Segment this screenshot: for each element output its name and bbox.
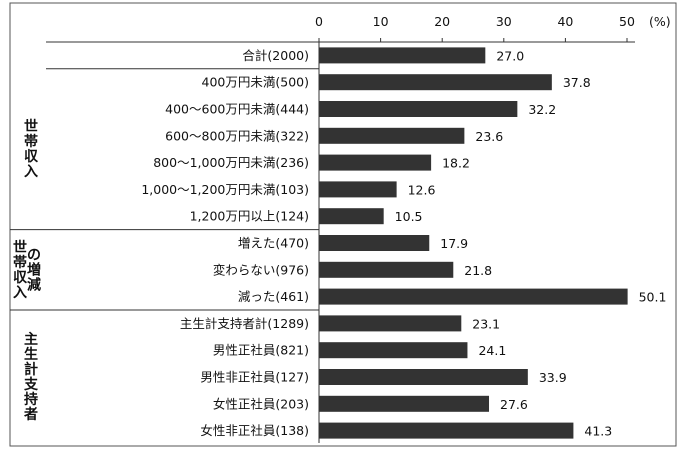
value-label: 37.8 — [563, 75, 591, 90]
category-label: 減った(461) — [238, 289, 309, 304]
value-label: 23.6 — [475, 129, 503, 144]
group-label-char: 帯 — [13, 254, 27, 271]
value-label: 32.2 — [528, 102, 556, 117]
group-label-char: 収 — [24, 148, 39, 165]
group-label-char: 生 — [24, 346, 38, 363]
group-label-char: 計 — [24, 361, 38, 378]
group-label-char: 世 — [24, 118, 38, 135]
value-label: 10.5 — [395, 209, 423, 224]
bar — [319, 288, 628, 305]
bar — [319, 422, 574, 439]
value-label: 12.6 — [408, 182, 436, 197]
bar — [319, 47, 486, 64]
bar — [319, 101, 518, 117]
category-label: 1,200万円以上(124) — [190, 209, 309, 224]
group-label-char: 主 — [24, 331, 38, 348]
category-label: 変わらない(976) — [213, 262, 309, 277]
group-label-char: 減 — [27, 276, 41, 293]
category-label: 女性正社員(203) — [213, 396, 309, 411]
group-label: の増減 — [27, 247, 41, 293]
bar — [319, 74, 552, 91]
category-label: 1,000～1,200万円未満(103) — [141, 182, 309, 197]
category-label: 主生計支持者計(1289) — [180, 316, 309, 331]
x-tick-label: 0 — [315, 14, 323, 29]
bar — [319, 181, 397, 198]
group-label-char: 者 — [24, 407, 38, 423]
category-label: 男性正社員(821) — [213, 343, 309, 358]
group-label-char: 入 — [24, 164, 38, 180]
group-label-char: 世 — [13, 239, 27, 256]
value-label: 50.1 — [639, 290, 667, 305]
bar — [319, 208, 384, 225]
value-label: 27.6 — [500, 397, 528, 412]
group-label-char: 収 — [13, 269, 28, 286]
x-tick-label: 20 — [434, 14, 450, 29]
bar — [319, 395, 490, 412]
bar — [319, 127, 465, 144]
bar — [319, 235, 430, 251]
bar — [319, 315, 462, 332]
category-label: 400万円未満(500) — [202, 75, 309, 90]
value-label: 18.2 — [442, 156, 470, 171]
unit-label: (%) — [649, 14, 671, 29]
value-label: 23.1 — [472, 316, 500, 331]
x-tick-label: 10 — [373, 14, 389, 29]
value-label: 24.1 — [478, 343, 506, 358]
group-label-char: 支 — [23, 376, 39, 393]
group-label-char: 入 — [13, 285, 27, 301]
value-label: 17.9 — [440, 236, 468, 251]
x-tick-label: 30 — [496, 14, 512, 29]
bar — [319, 342, 468, 359]
group-label: 世帯収入 — [24, 118, 39, 180]
x-tick-label: 50 — [619, 14, 635, 29]
category-label: 合計(2000) — [242, 48, 309, 63]
chart-frame — [9, 2, 677, 447]
group-label: 世帯収入 — [13, 239, 28, 301]
x-tick-label: 40 — [557, 14, 573, 29]
group-label: 主生計支持者 — [23, 331, 39, 423]
category-label: 800～1,000万円未満(236) — [153, 155, 309, 170]
category-label: 増えた(470) — [238, 236, 309, 251]
value-label: 41.3 — [584, 424, 612, 439]
bar — [319, 261, 454, 278]
value-label: 33.9 — [539, 370, 567, 385]
category-label: 600～800万円未満(322) — [165, 128, 309, 143]
bar — [319, 369, 528, 385]
group-label-char: 持 — [24, 391, 38, 408]
group-label-char: 増 — [27, 261, 41, 278]
category-label: 男性非正社員(127) — [200, 370, 309, 385]
value-label: 27.0 — [496, 48, 524, 63]
category-label: 400～600万円未満(444) — [165, 102, 309, 117]
category-label: 女性非正社員(138) — [200, 423, 309, 438]
group-label-char: の — [27, 247, 41, 263]
bar — [319, 154, 432, 171]
value-label: 21.8 — [464, 263, 492, 278]
group-label-char: 帯 — [24, 133, 38, 150]
